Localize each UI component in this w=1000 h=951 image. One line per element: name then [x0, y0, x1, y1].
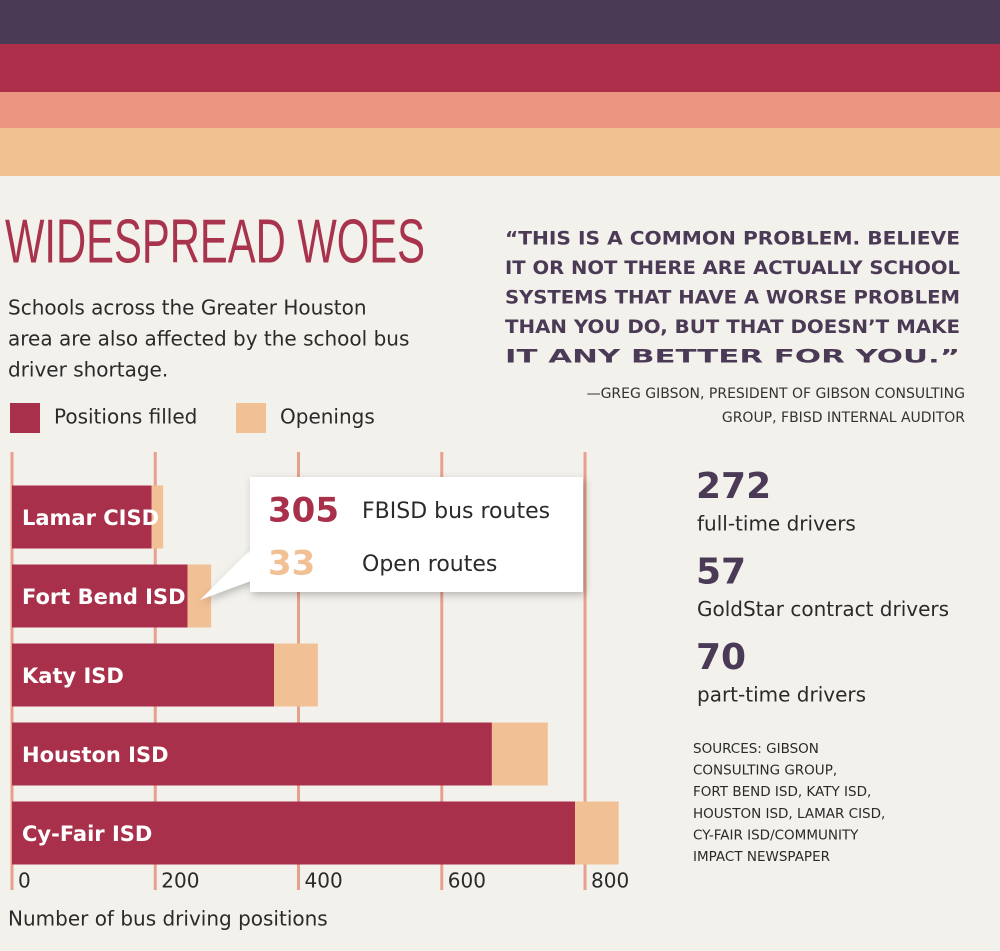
bar — [12, 485, 152, 549]
quote-attribution: —GREG GIBSON, PRESIDENT OF GIBSON CONSUL… — [587, 386, 965, 402]
subtitle: area are also affected by the school bus — [8, 327, 409, 351]
title: WIDESPREAD WOES — [5, 207, 425, 276]
legend-label: Positions filled — [54, 405, 197, 429]
callout-label: Open routes — [362, 552, 497, 577]
source-line: HOUSTON ISD, LAMAR CISD, — [693, 806, 885, 822]
stripe — [0, 44, 1000, 92]
bar — [274, 643, 318, 707]
source-line: FORT BEND ISD, KATY ISD, — [693, 784, 871, 800]
stripe — [0, 128, 1000, 176]
stripe — [0, 0, 1000, 44]
quote-line: IT OR NOT THERE ARE ACTUALLY SCHOOL — [505, 257, 960, 279]
bar — [187, 564, 212, 628]
callout-value: 305 — [268, 491, 339, 531]
callout-value: 33 — [268, 544, 315, 584]
category-label: Fort Bend ISD — [22, 585, 186, 609]
x-tick-label: 600 — [448, 869, 486, 893]
quote-line: SYSTEMS THAT HAVE A WORSE PROBLEM — [505, 287, 960, 309]
source-line: IMPACT NEWSPAPER — [693, 849, 830, 865]
legend-swatch — [10, 403, 40, 433]
source-line: CY-FAIR ISD/COMMUNITY — [693, 827, 859, 843]
source-line: SOURCES: GIBSON — [693, 741, 819, 757]
bar — [12, 722, 492, 786]
callout-pointer-cover — [202, 548, 254, 599]
x-tick-label: 200 — [161, 869, 199, 893]
stat-value: 272 — [696, 466, 771, 507]
x-tick-label: 0 — [18, 869, 31, 893]
bar — [12, 564, 188, 628]
stat-label: part-time drivers — [697, 683, 866, 707]
callout-pointer — [200, 548, 252, 600]
quote-line: “THIS IS A COMMON PROBLEM. BELIEVE — [505, 228, 960, 250]
bar — [12, 801, 575, 865]
subtitle: Schools across the Greater Houston — [8, 296, 367, 320]
x-tick-label: 800 — [591, 869, 629, 893]
bar — [491, 722, 548, 786]
stat-label: GoldStar contract drivers — [697, 597, 949, 621]
subtitle: driver shortage. — [8, 358, 168, 382]
quote-attribution: GROUP, FBISD INTERNAL AUDITOR — [722, 410, 965, 426]
category-label: Cy-Fair ISD — [22, 822, 152, 846]
callout-label: FBISD bus routes — [362, 499, 550, 524]
category-label: Lamar CISD — [22, 506, 159, 530]
source-line: CONSULTING GROUP, — [693, 763, 837, 779]
legend-label: Openings — [280, 405, 375, 429]
quote-line: THAN YOU DO, BUT THAT DOESN’T MAKE — [505, 316, 960, 338]
stat-value: 70 — [696, 637, 746, 678]
stripe — [0, 92, 1000, 128]
category-label: Houston ISD — [22, 743, 169, 767]
stat-value: 57 — [696, 552, 746, 593]
legend-swatch — [236, 403, 266, 433]
x-tick-label: 400 — [305, 869, 343, 893]
bar — [574, 801, 619, 865]
quote-line: IT ANY BETTER FOR YOU.” — [505, 346, 960, 368]
callout-box — [250, 477, 583, 592]
bar — [12, 643, 275, 707]
bar — [151, 485, 164, 549]
stat-label: full-time drivers — [697, 512, 856, 536]
category-label: Katy ISD — [22, 664, 124, 688]
x-axis-label: Number of bus driving positions — [8, 907, 328, 931]
